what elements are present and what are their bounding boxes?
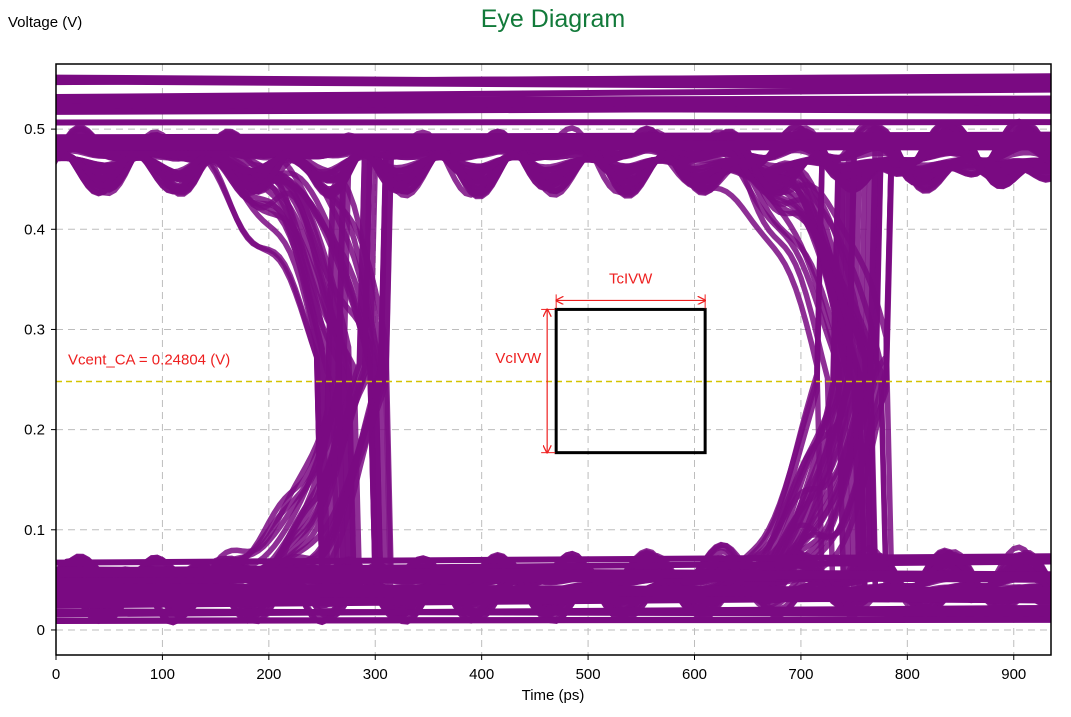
eye-trace [56,138,1051,147]
eye-trace [56,99,1051,110]
eye-trace [56,132,1051,143]
x-tick-label: 300 [363,666,388,683]
y-tick-label: 0.4 [24,221,45,238]
x-tick-label: 400 [469,666,494,683]
chart-title: Eye Diagram [481,5,626,33]
x-tick-label: 0 [52,666,60,683]
eye-trace [56,586,1051,600]
eye-trace [56,104,1051,115]
y-tick-label: 0.1 [24,522,45,539]
eye-trace [56,74,1051,87]
eye-trace [56,616,1051,624]
axis-ticks: 0 100 200 300 400 500 600 700 800 900 0 0.1 0.2 0.3 0.… [24,121,1026,683]
y-tick-label: 0.2 [24,422,45,439]
y-tick-label: 0.3 [24,321,45,338]
x-tick-label: 200 [256,666,281,683]
x-tick-label: 600 [682,666,707,683]
eye-trace [56,95,1051,104]
x-tick-label: 800 [895,666,920,683]
x-tick-label: 500 [576,666,601,683]
x-axis-title: Time (ps) [522,687,585,704]
eye-trace [56,566,1051,582]
vcent-label: Vcent_CA = 0.24804 (V) [68,351,230,368]
eye-trace [56,594,1051,609]
vcivw-label: VcIVW [495,350,542,367]
x-tick-label: 100 [150,666,175,683]
eye-trace [56,86,1051,101]
tcivw-label: TcIVW [609,270,653,287]
eye-trace [56,553,1051,566]
y-tick-label: 0.5 [24,121,45,138]
annotations: Vcent_CA = 0.24804 (V) TcIVW VcIVW [56,270,1051,455]
x-tick-label: 900 [1001,666,1026,683]
eye-trace [56,608,1051,617]
x-tick-label: 700 [788,666,813,683]
eye-trace [56,78,1051,91]
eye-traces [56,73,1051,626]
mask-box [554,307,707,455]
y-axis-title: Voltage (V) [8,14,82,31]
eye-trace [56,583,1051,594]
eye-trace [56,143,1051,175]
y-tick-label: 0 [37,622,45,639]
plot-frame [55,63,1052,656]
